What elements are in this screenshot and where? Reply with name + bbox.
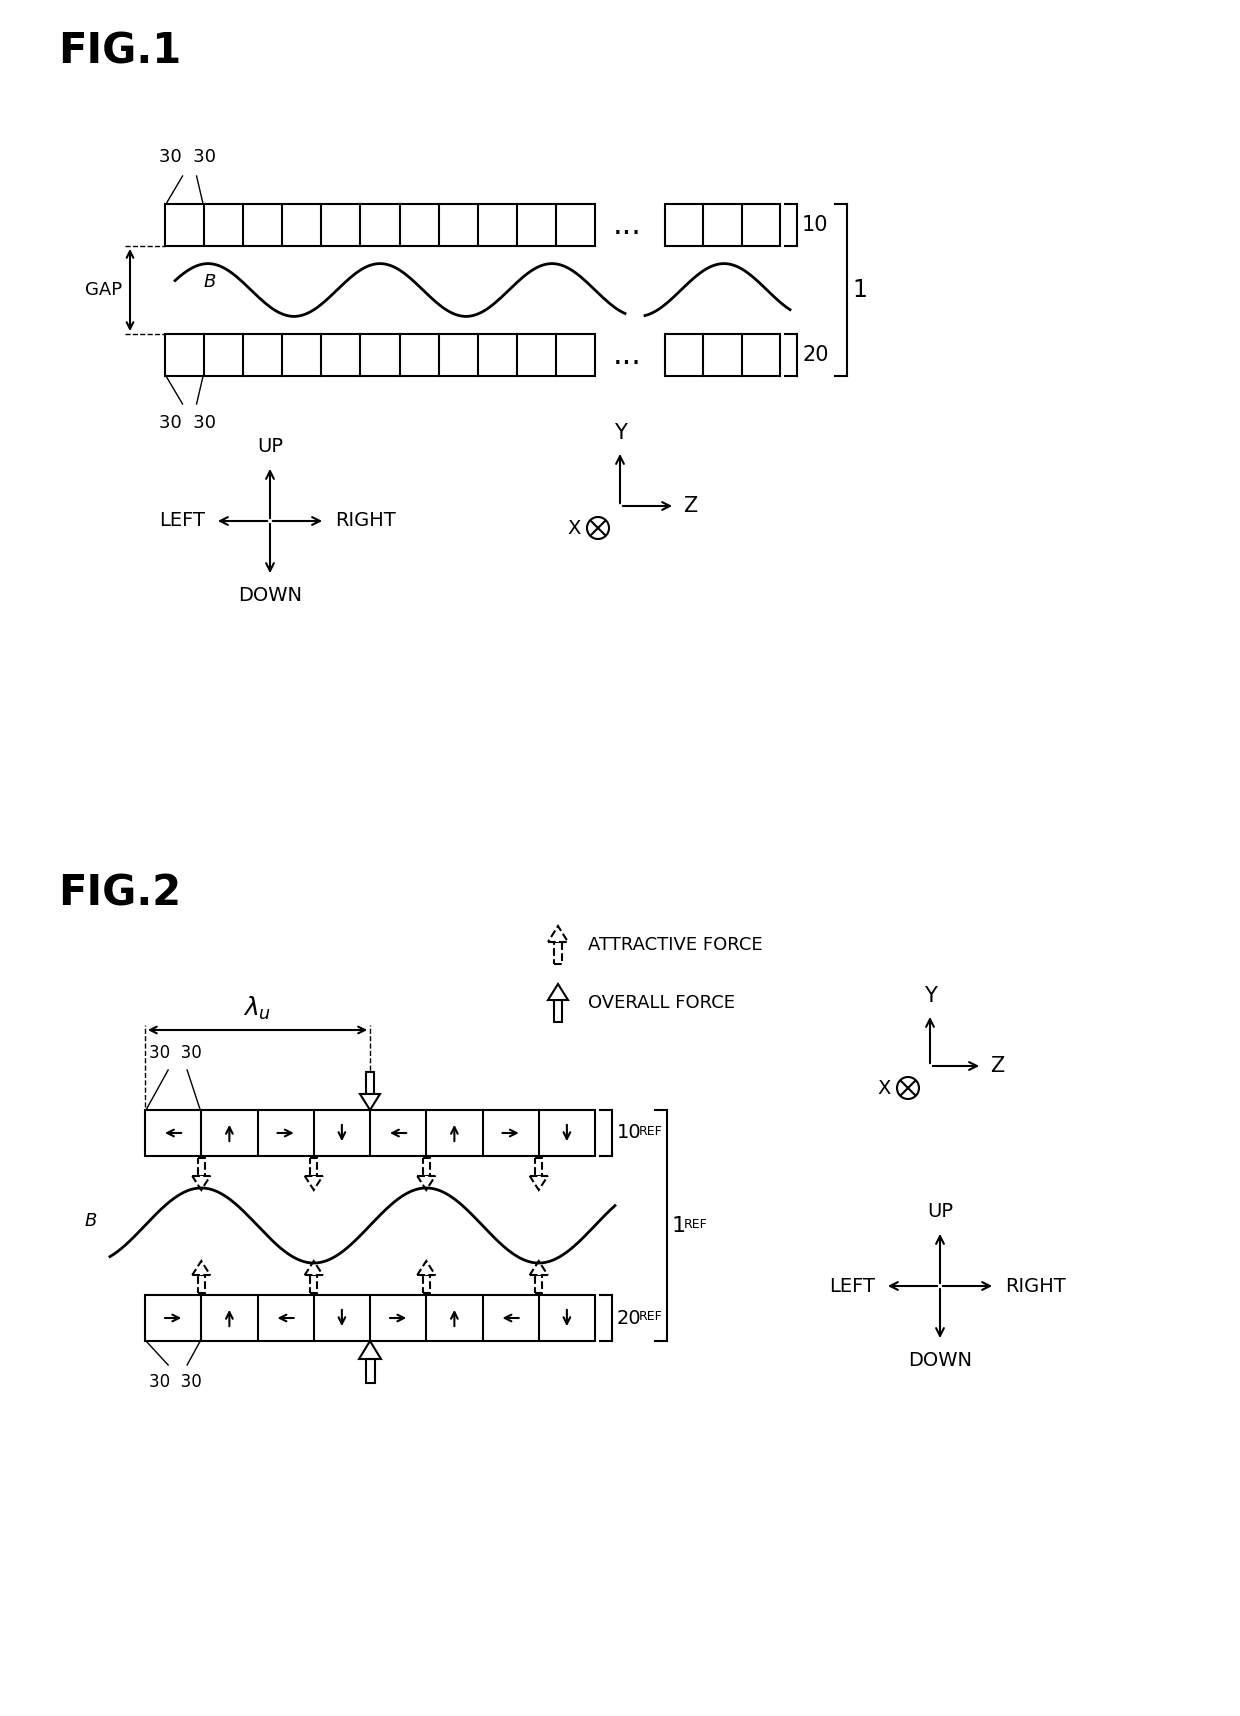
Text: LEFT: LEFT: [159, 511, 205, 530]
Polygon shape: [423, 1158, 430, 1175]
Text: FIG.1: FIG.1: [58, 29, 181, 72]
Polygon shape: [310, 1158, 317, 1175]
Text: X: X: [568, 518, 582, 537]
Polygon shape: [423, 1275, 430, 1292]
Text: 30  30: 30 30: [149, 1043, 201, 1062]
Polygon shape: [192, 1261, 211, 1275]
Text: Y: Y: [924, 987, 936, 1006]
Polygon shape: [548, 983, 568, 1000]
Polygon shape: [305, 1261, 322, 1275]
Text: 10: 10: [802, 214, 828, 235]
Text: ...: ...: [613, 211, 642, 240]
Polygon shape: [366, 1359, 374, 1383]
Text: 20: 20: [618, 1309, 641, 1328]
Polygon shape: [554, 942, 562, 964]
Text: B: B: [84, 1211, 97, 1229]
Text: 20: 20: [802, 345, 828, 366]
Text: RIGHT: RIGHT: [335, 511, 396, 530]
Text: Y: Y: [614, 424, 626, 443]
Text: REF: REF: [639, 1309, 662, 1323]
Bar: [165, 204, 595, 245]
Polygon shape: [360, 1340, 381, 1359]
Polygon shape: [197, 1158, 205, 1175]
Text: GAP: GAP: [84, 281, 122, 299]
Polygon shape: [529, 1175, 548, 1189]
Bar: [165, 335, 595, 376]
Polygon shape: [366, 1072, 374, 1095]
Polygon shape: [197, 1275, 205, 1292]
Polygon shape: [305, 1175, 322, 1189]
Text: RIGHT: RIGHT: [1004, 1277, 1065, 1296]
Text: 10: 10: [618, 1124, 641, 1143]
Text: UP: UP: [928, 1201, 954, 1222]
Text: $\lambda_u$: $\lambda_u$: [243, 995, 272, 1023]
Text: Z: Z: [990, 1055, 1004, 1076]
Bar: [145, 1296, 595, 1340]
Text: 1: 1: [672, 1215, 686, 1236]
Polygon shape: [310, 1275, 317, 1292]
Bar: [665, 204, 780, 245]
Text: 30  30: 30 30: [149, 1373, 201, 1392]
Text: 30  30: 30 30: [159, 148, 216, 166]
Text: 30  30: 30 30: [159, 414, 216, 432]
Text: 1: 1: [852, 278, 867, 302]
Polygon shape: [548, 927, 568, 942]
Polygon shape: [536, 1275, 542, 1292]
Polygon shape: [536, 1158, 542, 1175]
Text: UP: UP: [257, 438, 283, 456]
Text: DOWN: DOWN: [908, 1350, 972, 1369]
Text: Z: Z: [683, 496, 697, 517]
Text: B: B: [203, 273, 216, 292]
Text: REF: REF: [639, 1126, 662, 1138]
Polygon shape: [360, 1095, 379, 1110]
Text: OVERALL FORCE: OVERALL FORCE: [588, 994, 735, 1012]
Text: DOWN: DOWN: [238, 585, 303, 606]
Polygon shape: [554, 1000, 562, 1023]
Text: X: X: [878, 1078, 892, 1098]
Polygon shape: [192, 1175, 211, 1189]
Text: ...: ...: [613, 340, 642, 369]
Bar: [665, 335, 780, 376]
Polygon shape: [417, 1175, 435, 1189]
Text: ATTRACTIVE FORCE: ATTRACTIVE FORCE: [588, 935, 763, 954]
Text: FIG.2: FIG.2: [58, 873, 181, 915]
Polygon shape: [417, 1261, 435, 1275]
Polygon shape: [529, 1261, 548, 1275]
Text: LEFT: LEFT: [830, 1277, 875, 1296]
Bar: [145, 1110, 595, 1157]
Text: REF: REF: [684, 1217, 708, 1230]
